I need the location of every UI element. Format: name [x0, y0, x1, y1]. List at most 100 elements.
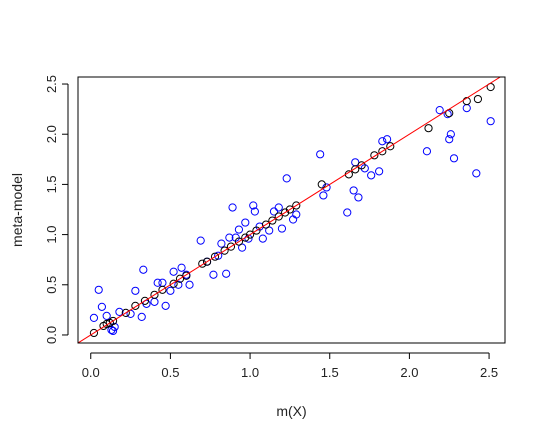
data-point [351, 165, 360, 174]
data-point [220, 246, 229, 255]
data-point [367, 171, 376, 180]
data-point [282, 174, 291, 183]
data-point [108, 316, 118, 326]
data-point [169, 279, 178, 288]
data-point [198, 259, 207, 268]
data-point [486, 117, 495, 126]
y-tick-label: 0.5 [44, 276, 59, 294]
y-tick-label: 0.0 [44, 326, 59, 344]
data-point [370, 151, 379, 160]
data-point [435, 106, 444, 115]
data-point [217, 239, 226, 248]
data-point [140, 296, 150, 305]
data-point [137, 312, 146, 322]
x-axis: 0.0 0.5 1.0 1.5 2.0 2.5 [82, 352, 498, 380]
data-point [110, 322, 119, 332]
data-point [209, 270, 218, 279]
data-point [292, 201, 301, 210]
data-point [268, 216, 277, 225]
data-point [250, 207, 259, 216]
data-point [343, 208, 352, 217]
data-point [158, 285, 167, 294]
series-points [89, 82, 495, 338]
data-point [166, 286, 175, 295]
data-point [115, 307, 124, 316]
data-point [202, 257, 212, 266]
y-axis: 0.0 0.5 1.0 1.5 2.0 2.5 [44, 75, 69, 344]
data-point [234, 225, 244, 234]
data-point [131, 301, 140, 310]
data-point [185, 280, 194, 289]
data-point [378, 137, 387, 146]
data-point [153, 278, 162, 287]
data-point [121, 308, 130, 317]
data-point [274, 212, 283, 221]
data-point [261, 220, 271, 229]
data-point [317, 180, 326, 189]
series-points [89, 104, 495, 336]
data-point [214, 251, 223, 260]
data-point [375, 167, 384, 176]
data-point [174, 280, 183, 289]
data-point [225, 233, 234, 242]
data-point [316, 150, 325, 159]
data-point [424, 124, 433, 133]
y-tick-label: 1.5 [44, 175, 59, 193]
data-point [94, 285, 103, 294]
data-point [472, 169, 481, 178]
data-point [97, 302, 106, 311]
data-point [169, 267, 178, 276]
x-tick-label: 1.0 [241, 365, 259, 380]
data-point [277, 224, 287, 233]
y-tick-label: 1.0 [44, 226, 59, 244]
x-axis-label: m(X) [276, 403, 306, 419]
data-point [228, 203, 237, 212]
data-point [269, 207, 279, 216]
data-point [473, 94, 483, 104]
data-point [249, 201, 258, 210]
data-point [139, 265, 148, 274]
data-point [210, 252, 220, 261]
data-point [319, 191, 328, 200]
data-point [234, 237, 244, 246]
data-point [89, 313, 99, 323]
y-tick-label: 2.0 [44, 125, 59, 143]
data-point [177, 263, 186, 272]
data-point [349, 186, 358, 195]
y-axis-label: meta-model [9, 173, 25, 247]
data-point [150, 290, 159, 299]
data-point [292, 210, 301, 219]
data-point [258, 234, 267, 243]
x-tick-label: 2.0 [400, 365, 418, 380]
x-tick-label: 0.5 [161, 365, 179, 380]
data-point [382, 135, 392, 144]
data-point [445, 135, 454, 144]
data-point [241, 218, 250, 227]
data-point [386, 142, 395, 151]
data-point [378, 147, 387, 156]
data-point [150, 297, 159, 306]
data-point [131, 286, 140, 295]
data-point [274, 203, 283, 212]
data-point [245, 230, 255, 239]
data-point [422, 147, 432, 156]
data-point [357, 161, 366, 170]
data-point [285, 205, 295, 214]
data-point [108, 326, 118, 336]
data-point [252, 226, 261, 235]
data-point [222, 269, 231, 278]
data-point [226, 242, 236, 251]
plot-points [78, 77, 502, 343]
y-tick-label: 2.5 [44, 75, 59, 93]
x-tick-label: 1.5 [321, 365, 339, 380]
data-point [161, 301, 170, 310]
data-point [449, 154, 459, 163]
plot-frame [77, 76, 506, 344]
x-tick-label: 2.5 [480, 365, 498, 380]
data-point [354, 193, 363, 202]
reference-line [78, 77, 502, 343]
data-point [89, 328, 99, 338]
data-point [196, 236, 205, 245]
data-point [102, 311, 111, 320]
